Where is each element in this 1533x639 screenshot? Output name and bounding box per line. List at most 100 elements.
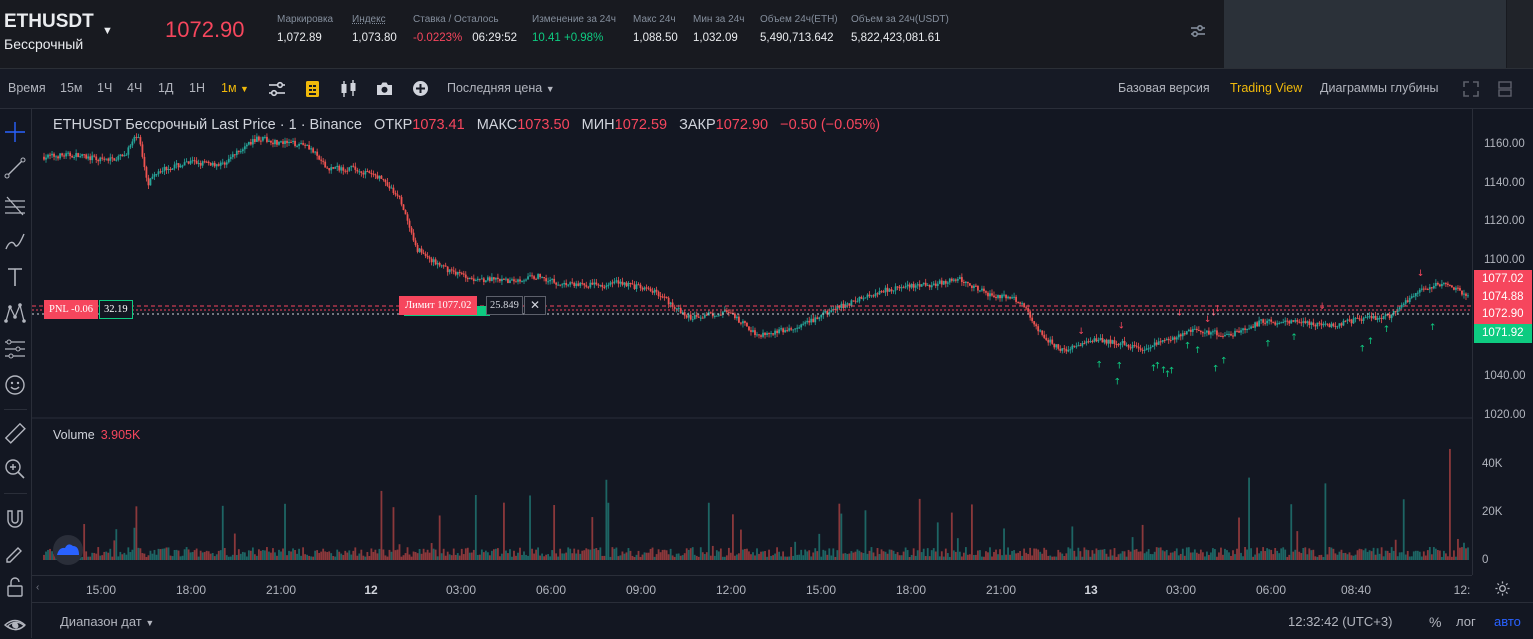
volume-bar (464, 548, 467, 560)
candle (989, 293, 991, 297)
volume-bar (1141, 524, 1144, 560)
candle (902, 287, 905, 289)
candle (587, 286, 590, 288)
prediction-icon[interactable] (3, 337, 27, 361)
chart-logo-badge[interactable] (53, 535, 83, 565)
interval-1h[interactable]: 1Ч (97, 81, 113, 95)
volume-bar (1290, 504, 1293, 560)
volume-bar (83, 524, 86, 560)
candle (517, 279, 519, 282)
pitchfork-icon[interactable] (3, 193, 27, 217)
eye-icon[interactable] (6, 618, 26, 634)
candles-chart-type-icon[interactable] (339, 79, 359, 99)
limit-order-quantity[interactable]: 25.849 (486, 296, 523, 315)
templates-icon[interactable] (305, 80, 320, 98)
auto-scale-toggle[interactable]: авто (1494, 614, 1521, 629)
volume-bar (1352, 555, 1355, 560)
buy-arrow-marker: ↑ (1383, 325, 1391, 335)
candle (237, 150, 240, 153)
trend-line-icon[interactable] (3, 156, 27, 180)
pattern-icon[interactable] (3, 301, 27, 325)
add-plus-circle-icon[interactable] (412, 80, 429, 97)
view-depth-chart[interactable]: Диаграммы глубины (1320, 81, 1439, 95)
candle (709, 312, 712, 314)
contract-type[interactable]: Бессрочный (4, 36, 84, 52)
interval-15m[interactable]: 15м (60, 81, 83, 95)
scroll-left-icon[interactable]: ‹ (36, 582, 40, 593)
volume-bar (1358, 548, 1361, 560)
view-tradingview[interactable]: Trading View (1230, 81, 1303, 95)
percent-scale-toggle[interactable]: % (1429, 614, 1442, 630)
candle (1208, 330, 1210, 335)
candle (603, 287, 606, 289)
volume-bar (131, 549, 134, 560)
candle (1103, 339, 1106, 343)
volume-bar (717, 551, 720, 560)
limit-order-tag[interactable]: Лимит 1077.02 (399, 296, 478, 315)
candle (1400, 304, 1403, 308)
clock-timezone[interactable]: 12:32:42 (UTC+3) (1288, 614, 1393, 629)
settings-sliders-icon[interactable] (1189, 22, 1207, 40)
interval-4h[interactable]: 4Ч (127, 81, 143, 95)
pnl-tag[interactable]: PNL -0.06 (44, 300, 98, 319)
gear-icon[interactable] (1494, 580, 1511, 597)
pnl-quantity[interactable]: 32.19 (99, 300, 133, 319)
volume-bar (956, 538, 959, 560)
volume-bar (1334, 553, 1337, 560)
candle (328, 168, 331, 171)
price-scale[interactable] (1472, 109, 1533, 575)
text-tool-icon[interactable] (3, 265, 27, 289)
time-button[interactable]: Время (8, 81, 46, 95)
candle (1356, 317, 1359, 319)
volume-bar (565, 552, 568, 560)
candle (928, 284, 931, 288)
time-scale[interactable] (32, 575, 1472, 603)
candle (1185, 331, 1188, 335)
ruler-icon[interactable] (3, 421, 27, 445)
symbol-name[interactable]: ETHUSDT (4, 11, 94, 32)
cancel-order-close-icon[interactable]: ✕ (524, 296, 546, 315)
fullscreen-icon[interactable] (1463, 81, 1479, 97)
candle (1181, 333, 1184, 337)
zoom-in-icon[interactable] (3, 457, 27, 481)
lock-icon[interactable] (3, 575, 27, 599)
chevron-down-icon[interactable]: ▼ (102, 25, 113, 37)
crosshair-icon[interactable] (3, 120, 27, 144)
indicators-icon[interactable] (268, 80, 286, 98)
volume-bar (505, 550, 507, 560)
date-range-dropdown[interactable]: Диапазон дат ▼ (60, 614, 155, 629)
interval-1w[interactable]: 1Н (189, 81, 205, 95)
volume-bar (788, 556, 791, 560)
candle (1059, 348, 1062, 351)
volume-bar (960, 556, 963, 560)
volume-bar (1137, 551, 1140, 560)
candle (262, 136, 264, 141)
candle (486, 277, 489, 281)
volume-bar (991, 556, 993, 560)
price-type-dropdown[interactable]: Последняя цена ▼ (447, 81, 555, 95)
volume-bar (370, 548, 373, 560)
page-scrollbar[interactable] (1507, 0, 1533, 68)
layout-grid-icon[interactable] (1498, 81, 1512, 97)
emoji-icon[interactable] (3, 373, 27, 397)
view-basic[interactable]: Базовая версия (1118, 81, 1210, 95)
pencil-lock-icon[interactable] (3, 541, 27, 565)
candle (101, 157, 104, 159)
candle (1328, 324, 1331, 328)
camera-screenshot-icon[interactable] (376, 81, 393, 96)
magnet-icon[interactable] (3, 507, 27, 531)
candle (661, 296, 664, 298)
log-scale-toggle[interactable]: лог (1456, 614, 1476, 629)
candle (187, 161, 190, 164)
price-chart[interactable]: ↓↑↑↑↓↑↑↑↑↑↓↑ ↑↓↓↑↓↑↑↑↓↑↑↑↓↑ (32, 109, 1472, 575)
volume-bar (1360, 549, 1363, 560)
candle (1420, 288, 1423, 290)
volume-bar (687, 549, 690, 560)
candle (1069, 349, 1072, 351)
volume-bar (1155, 547, 1158, 560)
brush-icon[interactable] (3, 229, 27, 253)
stat-index-price[interactable]: Индекс 1,073.80 (352, 14, 397, 44)
interval-1m-dropdown[interactable]: 1м ▼ (221, 81, 249, 95)
interval-1d[interactable]: 1Д (158, 81, 174, 95)
chart-settings[interactable] (1472, 575, 1533, 602)
